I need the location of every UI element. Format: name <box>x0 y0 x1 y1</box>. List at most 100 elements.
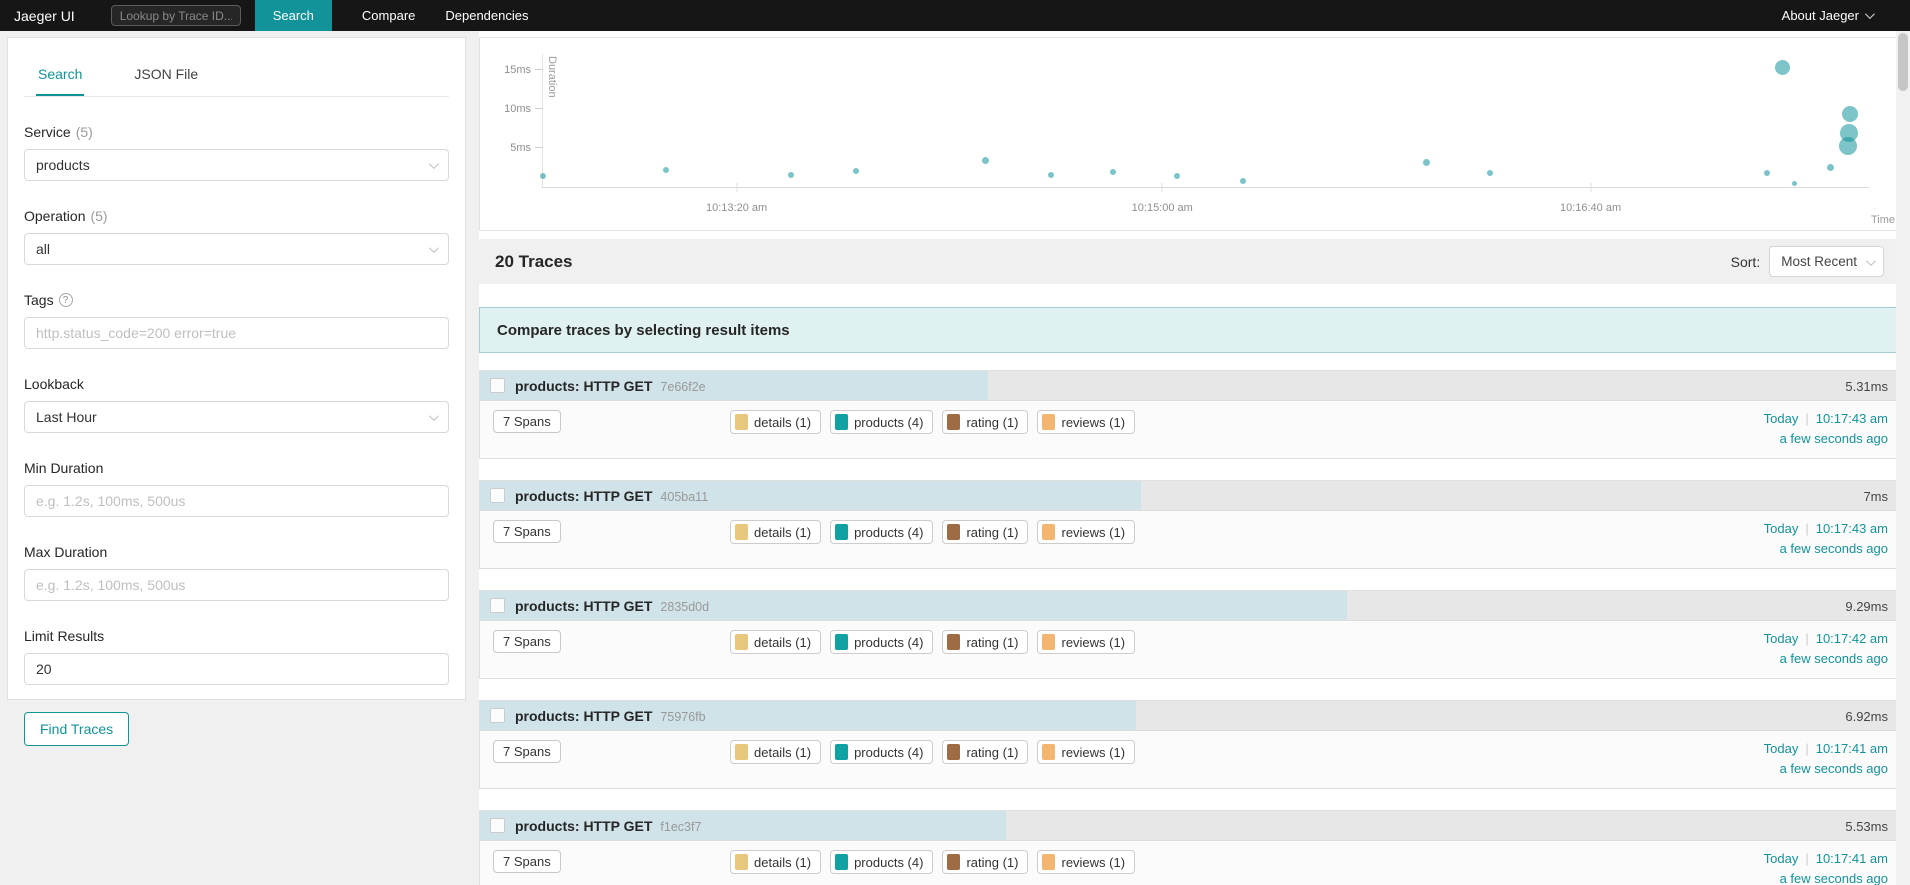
trace-duration-bar <box>480 701 1136 730</box>
x-tick-mark <box>1161 183 1163 192</box>
scrollbar-thumb[interactable] <box>1898 33 1908 91</box>
nav-dependencies-link[interactable]: Dependencies <box>445 8 529 23</box>
max-duration-input[interactable] <box>24 569 449 601</box>
trace-title: products: HTTP GET 75976fb <box>515 708 706 724</box>
trace-duration: 5.53ms <box>1845 819 1888 834</box>
trace-title: products: HTTP GET 7e66f2e <box>515 378 706 394</box>
scatter-point[interactable] <box>1792 180 1798 186</box>
trace-time-link[interactable]: 10:17:43 am <box>1815 411 1888 426</box>
service-color-swatch <box>1042 414 1056 430</box>
service-color-swatch <box>947 744 961 760</box>
trace-date-link[interactable]: Today <box>1763 631 1799 646</box>
compare-banner: Compare traces by selecting result items <box>479 307 1900 353</box>
trace-title: products: HTTP GET f1ec3f7 <box>515 818 701 834</box>
scatter-point[interactable] <box>1827 164 1835 171</box>
trace-card[interactable]: products: HTTP GET 7e66f2e 5.31ms 7 Spans… <box>479 370 1900 459</box>
trace-operation: products: HTTP GET <box>515 818 653 834</box>
find-traces-button[interactable]: Find Traces <box>24 712 130 746</box>
trace-select-checkbox[interactable] <box>490 378 505 393</box>
lookback-select[interactable]: Last Hour <box>24 401 449 433</box>
trace-time-link[interactable]: 10:17:43 am <box>1815 521 1888 536</box>
trace-card[interactable]: products: HTTP GET 75976fb 6.92ms 7 Spans… <box>479 700 1900 789</box>
trace-duration: 7ms <box>1863 489 1888 504</box>
trace-time-link[interactable]: 10:17:41 am <box>1815 741 1888 756</box>
nav-compare-link[interactable]: Compare <box>361 8 416 23</box>
scatter-point[interactable] <box>1763 169 1770 176</box>
scatter-point[interactable] <box>1842 106 1859 123</box>
scatter-point[interactable] <box>1047 172 1054 179</box>
limit-results-label: Limit Results <box>24 628 105 644</box>
scatter-point[interactable] <box>787 172 794 179</box>
trace-relative-time[interactable]: a few seconds ago <box>1779 871 1888 885</box>
trace-header[interactable]: products: HTTP GET 75976fb 6.92ms <box>480 701 1899 731</box>
trace-header[interactable]: products: HTTP GET 7e66f2e 5.31ms <box>480 371 1899 401</box>
tags-input[interactable] <box>24 317 449 349</box>
max-duration-label: Max Duration <box>24 544 108 560</box>
trace-select-checkbox[interactable] <box>490 488 505 503</box>
scatter-point[interactable] <box>1422 158 1430 166</box>
trace-select-checkbox[interactable] <box>490 598 505 613</box>
operation-select[interactable]: all <box>24 233 449 265</box>
trace-header[interactable]: products: HTTP GET 405ba11 7ms <box>480 481 1899 511</box>
trace-header[interactable]: products: HTTP GET 2835d0d 9.29ms <box>480 591 1899 621</box>
trace-time-link[interactable]: 10:17:42 am <box>1815 631 1888 646</box>
tab-json-file[interactable]: JSON File <box>134 66 199 82</box>
trace-date-link[interactable]: Today <box>1763 411 1799 426</box>
results-header-band: 20 Traces Sort: Most Recent <box>479 239 1900 284</box>
scatter-point[interactable] <box>1486 169 1493 176</box>
min-duration-input[interactable] <box>24 485 449 517</box>
scatter-point[interactable] <box>1110 169 1117 176</box>
scatter-point[interactable] <box>540 173 546 180</box>
operation-label: Operation (5) <box>24 208 108 224</box>
service-color-swatch <box>835 634 849 650</box>
trace-date-link[interactable]: Today <box>1763 521 1799 536</box>
trace-date-link[interactable]: Today <box>1763 851 1799 866</box>
scatterplot[interactable]: Duration 15ms 10ms 5ms 10:13:20 am 10:15… <box>504 54 1869 214</box>
about-jaeger-label: About Jaeger <box>1781 8 1859 23</box>
tag-label: details (1) <box>754 414 812 430</box>
app-brand[interactable]: Jaeger UI <box>14 7 75 24</box>
sort-select[interactable]: Most Recent <box>1769 246 1884 277</box>
trace-lookup-input[interactable] <box>110 5 241 26</box>
trace-header[interactable]: products: HTTP GET f1ec3f7 5.53ms <box>480 811 1899 841</box>
chevron-down-icon <box>428 243 439 254</box>
about-jaeger-menu[interactable]: About Jaeger <box>1781 8 1875 23</box>
top-navbar: Jaeger UI Search Compare Dependencies Ab… <box>0 0 1910 31</box>
trace-select-checkbox[interactable] <box>490 818 505 833</box>
trace-relative-time[interactable]: a few seconds ago <box>1779 761 1888 776</box>
service-color-swatch <box>947 414 961 430</box>
scatter-point[interactable] <box>852 168 859 175</box>
trace-select-checkbox[interactable] <box>490 708 505 723</box>
trace-date-link[interactable]: Today <box>1763 741 1799 756</box>
span-count-pill: 7 Spans <box>493 520 561 543</box>
tags-label: Tags ? <box>24 292 449 308</box>
scatter-point[interactable] <box>982 156 990 164</box>
trace-card[interactable]: products: HTTP GET f1ec3f7 5.53ms 7 Spans… <box>479 810 1900 885</box>
trace-time-link[interactable]: 10:17:41 am <box>1815 851 1888 866</box>
tab-search[interactable]: Search <box>36 60 85 96</box>
service-select[interactable]: products <box>24 149 449 181</box>
trace-relative-time[interactable]: a few seconds ago <box>1779 431 1888 446</box>
trace-card[interactable]: products: HTTP GET 2835d0d 9.29ms 7 Spans… <box>479 590 1900 679</box>
trace-relative-time[interactable]: a few seconds ago <box>1779 651 1888 666</box>
service-tags: details (1) products (4) rating (1) revi… <box>730 850 1136 874</box>
trace-footer: 7 Spans details (1) products (4) rating … <box>480 621 1899 678</box>
scatter-point[interactable] <box>1240 177 1247 184</box>
scatter-point[interactable] <box>1838 136 1857 155</box>
nav-search-button[interactable]: Search <box>254 0 332 31</box>
trace-id: 75976fb <box>660 710 706 724</box>
scatter-point[interactable] <box>663 166 670 173</box>
vertical-scrollbar[interactable] <box>1896 31 1910 885</box>
service-tag-pill: products (4) <box>830 850 934 874</box>
service-color-swatch <box>947 634 961 650</box>
limit-results-input[interactable] <box>24 653 449 685</box>
separator: | <box>1805 851 1809 866</box>
help-icon[interactable]: ? <box>58 293 73 307</box>
span-count-pill: 7 Spans <box>493 630 561 653</box>
trace-relative-time[interactable]: a few seconds ago <box>1779 541 1888 556</box>
trace-card[interactable]: products: HTTP GET 405ba11 7ms 7 Spans de… <box>479 480 1900 569</box>
trace-timestamps: Today | 10:17:42 am a few seconds ago <box>1764 629 1888 669</box>
scatter-point[interactable] <box>1775 60 1791 76</box>
lookback-select-value: Last Hour <box>36 409 97 425</box>
scatter-point[interactable] <box>1173 173 1180 180</box>
